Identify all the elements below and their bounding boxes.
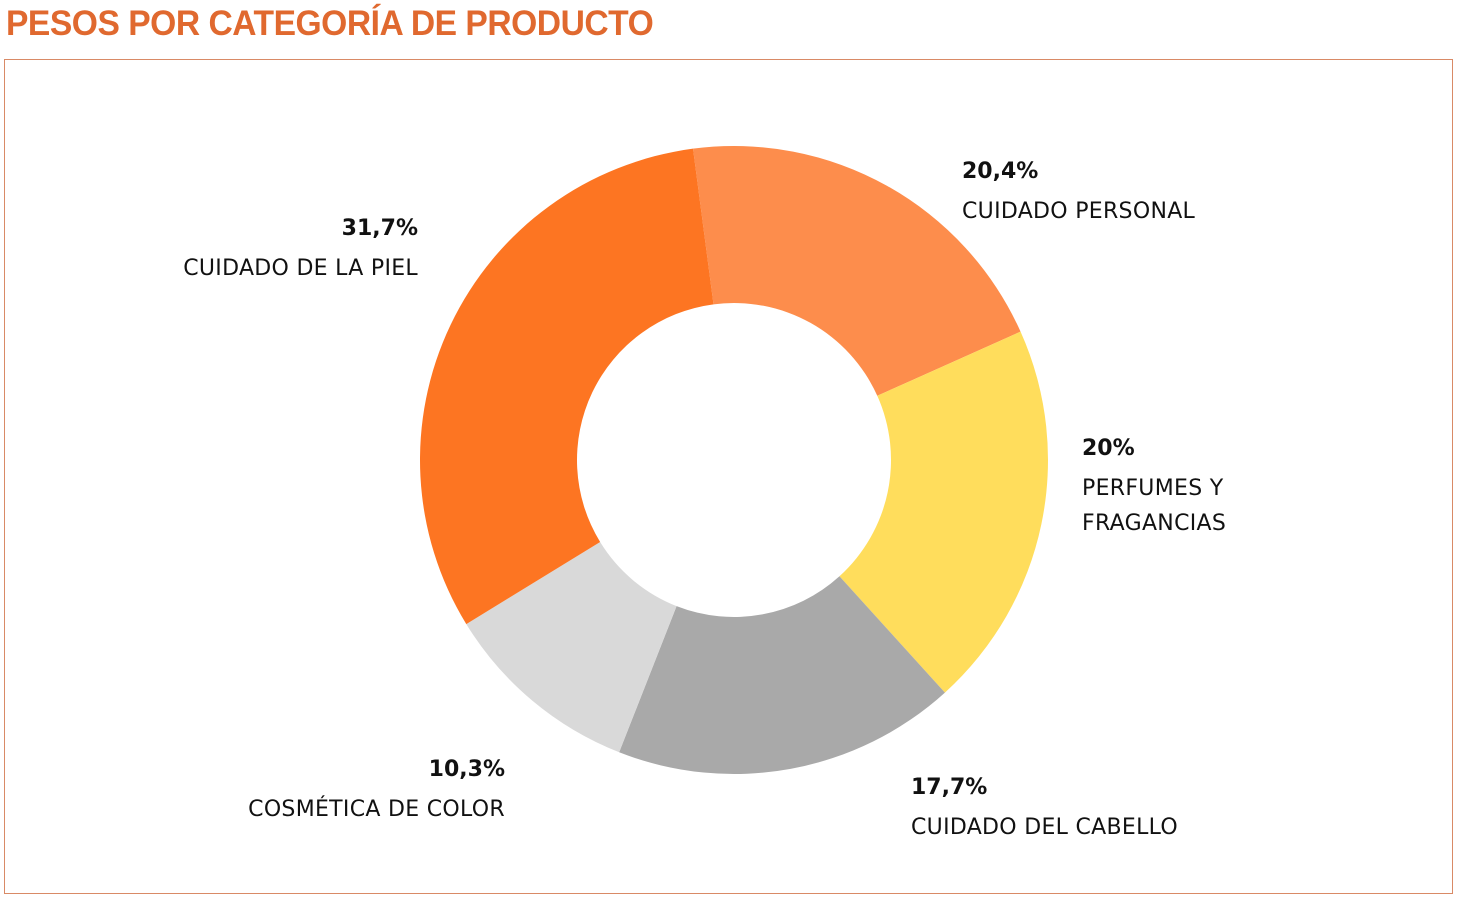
slice-name-cosmetica-de-color: COSMÉTICA DE COLOR <box>248 797 505 822</box>
page-title: PESOS POR CATEGORÍA DE PRODUCTO <box>6 4 654 43</box>
donut-slices <box>420 146 1048 774</box>
slice-name-cuidado-del-cabello: CUIDADO DEL CABELLO <box>911 815 1179 840</box>
donut-slice-cuidado-del-cabello <box>619 576 945 774</box>
slice-name-cuidado-personal: CUIDADO PERSONAL <box>962 199 1196 224</box>
slice-name-cuidado-de-la-piel: CUIDADO DE LA PIEL <box>183 256 418 281</box>
slice-percent-cuidado-personal: 20,4% <box>962 159 1039 184</box>
slice-label-cuidado-del-cabello: 17,7% CUIDADO DEL CABELLO <box>911 774 1178 845</box>
slice-percent-cuidado-de-la-piel: 31,7% <box>341 216 418 241</box>
slice-label-cuidado-de-la-piel: 31,7% CUIDADO DE LA PIEL <box>183 215 418 286</box>
slice-percent-perfumes-y-fragancias: 20% <box>1082 436 1135 461</box>
chart-frame <box>4 59 1453 894</box>
donut-slice-cuidado-de-la-piel <box>420 148 714 625</box>
slice-name-perfumes-line-1: PERFUMES Y <box>1082 476 1224 501</box>
slice-name-perfumes-line-2: FRAGANCIAS <box>1082 511 1227 536</box>
donut-slice-cuidado-personal <box>693 146 1021 396</box>
slice-percent-cuidado-del-cabello: 17,7% <box>911 775 988 800</box>
donut-slice-cosmetica-de-color <box>466 542 677 753</box>
slice-label-cuidado-personal: 20,4% CUIDADO PERSONAL <box>962 158 1195 229</box>
slice-percent-cosmetica-de-color: 10,3% <box>428 757 505 782</box>
donut-slice-perfumes-y-fragancias <box>839 331 1048 693</box>
slice-label-perfumes-y-fragancias: 20% PERFUMES Y FRAGANCIAS <box>1082 435 1226 541</box>
slice-label-cosmetica-de-color: 10,3% COSMÉTICA DE COLOR <box>248 756 505 827</box>
